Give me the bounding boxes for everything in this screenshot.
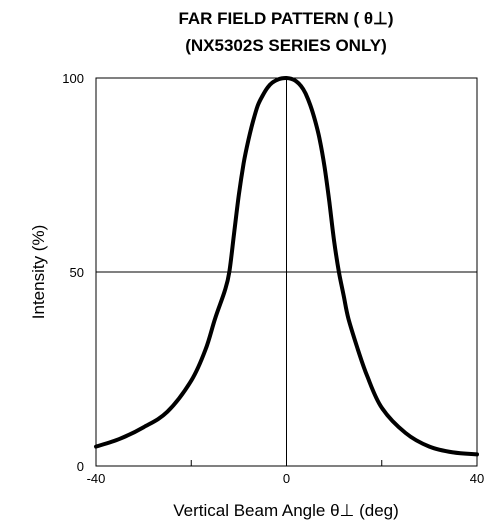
grid-lines	[96, 78, 477, 466]
axis-ticks	[95, 460, 478, 466]
y-tick-label: 0	[77, 459, 84, 474]
series-line	[94, 75, 479, 457]
y-tick-label: 100	[62, 71, 84, 86]
x-tick-label: 0	[283, 471, 290, 486]
x-axis-label: Vertical Beam Angle θ⊥ (deg)	[173, 501, 399, 520]
y-axis-label: Intensity (%)	[29, 225, 48, 319]
x-tick-label: 40	[470, 471, 484, 486]
chart-title-line1: FAR FIELD PATTERN ( θ⊥)	[178, 9, 393, 28]
y-tick-label: 50	[70, 265, 84, 280]
chart-title-line2: (NX5302S SERIES ONLY)	[185, 36, 387, 55]
x-tick-label: -40	[87, 471, 106, 486]
